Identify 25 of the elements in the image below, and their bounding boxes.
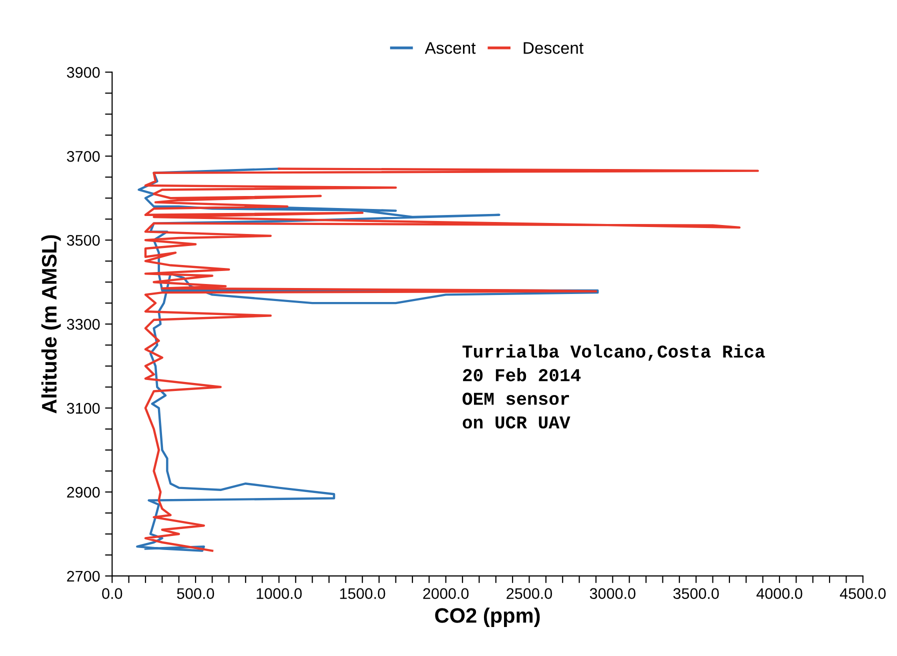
y-tick-label: 3100: [66, 402, 100, 414]
y-tick-label: 2900: [67, 486, 100, 498]
x-tick-label: 1500.0: [340, 588, 386, 599]
x-axis-title: CO2 (ppm): [435, 608, 540, 627]
y-tick-label: 3700: [66, 150, 100, 162]
x-tick-label: 1000.0: [256, 588, 302, 599]
legend-label: Ascent: [424, 42, 476, 54]
y-tick-label: 3500: [66, 234, 100, 246]
x-tick-label: 4000.0: [756, 588, 802, 599]
x-tick-label: 500.0: [177, 588, 214, 599]
x-tick-label: 3000.0: [590, 588, 636, 599]
y-axis-title: Altitude (m AMSL): [41, 235, 61, 414]
x-tick-label: 0.0: [102, 588, 122, 599]
y-tick-label: 3900: [66, 67, 100, 78]
annotation: on UCR UAV: [462, 416, 570, 429]
x-tick-label: 3500.0: [673, 588, 719, 599]
x-tick-label: 2000.0: [423, 588, 469, 599]
annotation: 20 Feb 2014: [463, 368, 581, 382]
y-tick-label: 2700: [67, 570, 100, 582]
x-tick-label: 2500.0: [506, 588, 552, 599]
y-tick-label: 3300: [66, 318, 100, 330]
x-tick-label: 4500.0: [840, 588, 886, 599]
annotation: Turrialba Volcano,Costa Rica: [462, 344, 765, 361]
legend-label: Descent: [524, 42, 584, 54]
annotation: OEM sensor: [462, 392, 569, 405]
